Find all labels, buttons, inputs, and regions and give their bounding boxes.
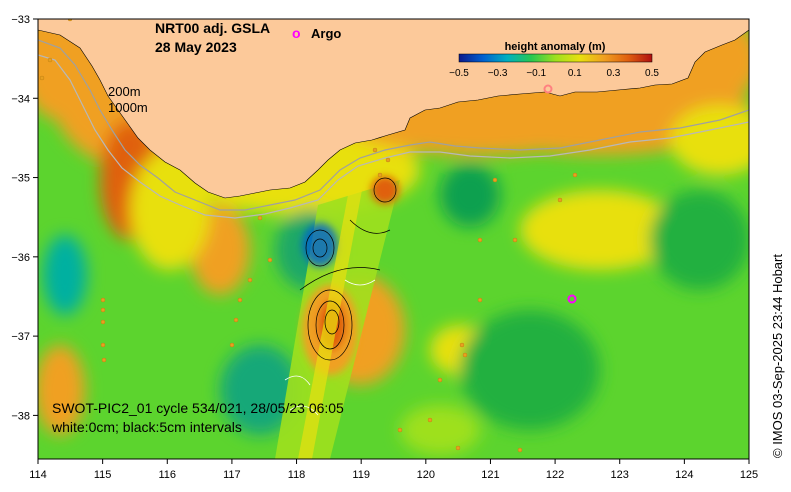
argo-legend-label: Argo [311, 26, 341, 41]
x-tick-label: 117 [223, 469, 241, 481]
x-tick-label: 115 [94, 469, 112, 481]
x-tick-label: 118 [288, 469, 306, 481]
x-axis: 114 115 116 117 118 119 120 121 122 123 124 125 [29, 459, 758, 481]
colorbar-tick-label: −0.3 [488, 68, 508, 79]
x-tick-label: 125 [740, 469, 758, 481]
x-tick-label: 121 [481, 469, 499, 481]
y-tick-label: −38 [11, 410, 30, 422]
x-tick-label: 116 [158, 469, 176, 481]
map-title: NRT00 adj. GSLA [155, 20, 270, 36]
sea-level-anomaly-field [38, 19, 749, 459]
map-date: 28 May 2023 [155, 39, 237, 55]
observation-dots [39, 19, 578, 453]
swath-label: SWOT-PIC2_01 cycle 534/021, 28/05/23 06:… [52, 400, 344, 416]
y-tick-label: −37 [11, 331, 30, 343]
x-tick-label: 120 [417, 469, 435, 481]
colorbar-tick-label: 0.3 [606, 68, 620, 79]
x-tick-label: 123 [611, 469, 629, 481]
x-tick-label: 119 [352, 469, 370, 481]
argo-float-marker [567, 294, 577, 304]
y-tick-label: −35 [11, 173, 30, 185]
y-tick-label: −33 [11, 14, 30, 26]
x-tick-label: 124 [675, 469, 693, 481]
credit-text: © IMOS 03-Sep-2025 23:44 Hobart [770, 254, 785, 458]
y-tick-label: −34 [11, 93, 30, 105]
plot-frame [37, 18, 750, 460]
contour-label: white:0cm; black:5cm intervals [51, 419, 242, 435]
colorbar-tick-label: −0.5 [449, 68, 469, 79]
y-axis: −33 −34 −35 −36 −37 −38 [11, 14, 38, 422]
y-tick-label: −36 [11, 252, 30, 264]
x-tick-label: 114 [29, 469, 47, 481]
colorbar: height anomaly (m) −0.5 −0.3 −0.1 0.1 0.3 0.5 [449, 41, 659, 79]
argo-float-marker [543, 84, 553, 94]
isobath-label-200m: 200m [108, 84, 141, 99]
isobath-200m [38, 39, 749, 211]
colorbar-tick-label: −0.1 [526, 68, 546, 79]
argo-legend-icon: o [292, 25, 301, 41]
colorbar-tick-label: 0.1 [568, 68, 582, 79]
isobath-label-1000m: 1000m [108, 100, 148, 115]
swot-swath [275, 176, 400, 459]
x-tick-label: 122 [546, 469, 564, 481]
colorbar-title: height anomaly (m) [505, 41, 606, 53]
land-mass [38, 19, 749, 199]
isobath-1000m [38, 54, 749, 219]
colorbar-tick-label: 0.5 [645, 68, 659, 79]
